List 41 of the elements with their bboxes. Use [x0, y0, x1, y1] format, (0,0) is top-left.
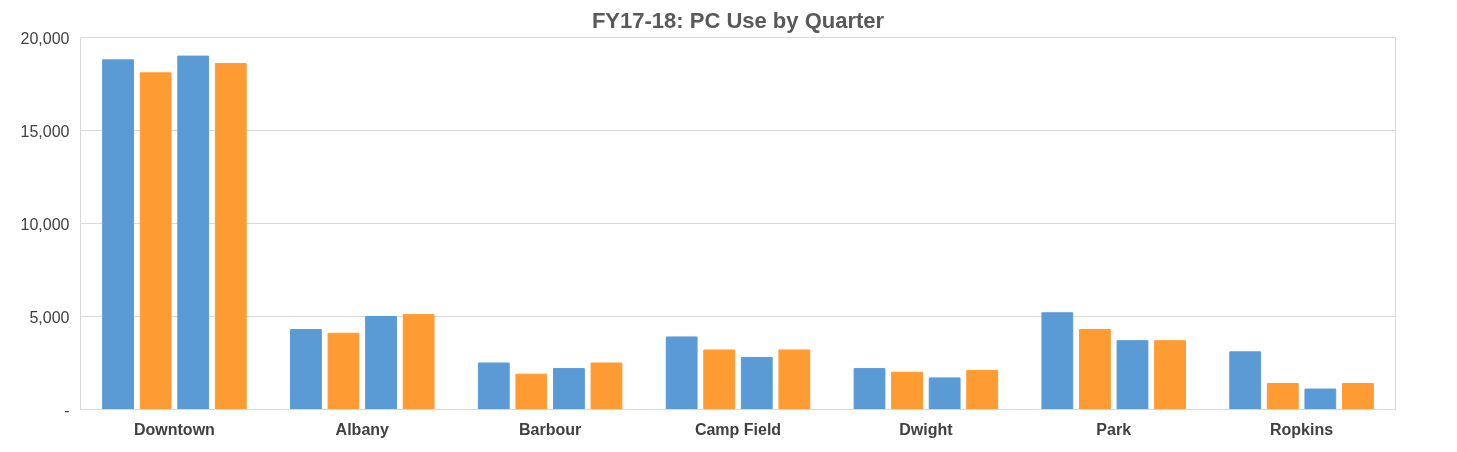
bar	[590, 362, 623, 410]
bar	[703, 349, 736, 410]
bar	[139, 72, 172, 410]
bar	[1079, 329, 1111, 410]
bar	[515, 373, 548, 410]
bar	[853, 368, 886, 410]
bar	[327, 332, 360, 410]
bar	[891, 371, 923, 410]
x-tick-label: Ropkins	[1270, 420, 1334, 438]
bar	[740, 356, 773, 410]
bar	[1041, 312, 1074, 410]
bar	[778, 349, 811, 410]
bar	[1229, 351, 1262, 410]
bar	[928, 377, 961, 410]
bar	[1116, 340, 1149, 410]
bar	[665, 336, 698, 410]
bar	[102, 59, 134, 410]
y-tick-label: 20,000	[20, 29, 70, 47]
bar	[290, 329, 322, 410]
x-tick-label: Downtown	[133, 420, 215, 438]
y-tick-label: -	[64, 401, 70, 419]
bar	[402, 314, 435, 410]
x-tick-label: Barbour	[519, 420, 582, 438]
bar	[177, 55, 210, 410]
x-tick-label: Dwight	[899, 420, 954, 438]
x-tick-label: Albany	[335, 420, 390, 438]
chart-title: FY17-18: PC Use by Quarter	[591, 7, 885, 33]
bar	[1266, 382, 1299, 410]
y-tick-label: 15,000	[20, 122, 70, 140]
x-tick-label: Camp Field	[694, 420, 782, 438]
bar	[477, 362, 510, 410]
bar	[966, 369, 999, 410]
bar	[553, 368, 585, 410]
y-tick-label: 10,000	[20, 215, 70, 233]
bar	[214, 63, 247, 410]
bar	[1304, 388, 1337, 410]
bar	[1154, 340, 1186, 410]
bar	[365, 316, 397, 410]
bar	[1342, 382, 1374, 410]
x-tick-label: Park	[1096, 420, 1132, 438]
y-tick-label: 5,000	[29, 308, 70, 326]
